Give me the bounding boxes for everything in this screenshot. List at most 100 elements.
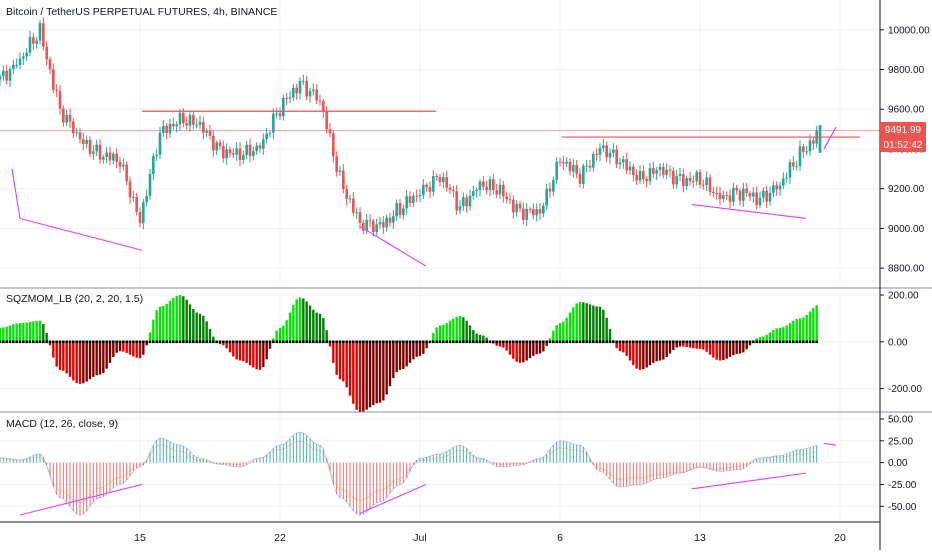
- macd-histogram-bar: [139, 462, 141, 467]
- momentum-bar: [242, 341, 245, 362]
- candle-body: [672, 170, 675, 185]
- candle-body: [668, 169, 672, 171]
- momentum-bar: [282, 325, 285, 342]
- squeeze-dot: [645, 340, 648, 344]
- candle-body: [548, 188, 552, 192]
- candle-body: [68, 114, 72, 122]
- divergence-trendline[interactable]: [19, 217, 143, 251]
- squeeze-dot: [595, 340, 598, 344]
- momentum-bar: [755, 338, 758, 342]
- divergence-trendline[interactable]: [11, 168, 21, 219]
- candle-body: [328, 129, 332, 134]
- candle-body: [125, 164, 128, 182]
- momentum-bar: [202, 315, 205, 342]
- macd-histogram-bar: [772, 456, 774, 463]
- signal-line[interactable]: [0, 440, 817, 504]
- candle-body: [122, 164, 125, 167]
- momentum-bar: [142, 341, 145, 355]
- macd-divergence-trendline[interactable]: [359, 483, 427, 514]
- squeeze-dot: [765, 340, 768, 344]
- macd-histogram-bar: [22, 459, 24, 463]
- momentum-bar: [568, 312, 572, 342]
- momentum-bar: [705, 341, 708, 352]
- macd-line[interactable]: [0, 431, 817, 516]
- candle-body: [52, 69, 55, 90]
- macd-histogram-bar: [172, 443, 174, 463]
- candle-body: [208, 131, 212, 136]
- candle-body: [372, 220, 375, 232]
- divergence-trendline[interactable]: [359, 225, 427, 267]
- candle-body: [105, 152, 108, 157]
- y-tick-label: 10000.00: [888, 25, 930, 36]
- squeeze-dot: [502, 340, 505, 344]
- squeeze-dot: [82, 340, 85, 344]
- macd-histogram-bar: [606, 462, 608, 476]
- candle-body: [808, 140, 812, 152]
- momentum-bar: [738, 341, 742, 354]
- macd-histogram-bar: [756, 459, 758, 463]
- momentum-bar: [748, 341, 752, 346]
- candle-body: [382, 222, 385, 228]
- macd-histogram-bar: [249, 462, 251, 464]
- squeeze-dot: [55, 340, 58, 344]
- divergence-trendline[interactable]: [823, 126, 837, 150]
- squeeze-dot: [518, 340, 522, 344]
- macd-divergence-trendline[interactable]: [823, 442, 837, 446]
- squeeze-dot: [685, 340, 688, 344]
- momentum-bar: [385, 341, 388, 395]
- macd-histogram-bar: [342, 462, 344, 499]
- squeeze-momentum-pane[interactable]: [0, 295, 818, 412]
- macd-histogram-bar: [446, 451, 448, 463]
- macd-histogram-bar: [526, 462, 528, 464]
- macd-divergence-trendline[interactable]: [691, 472, 807, 490]
- y-tick-label: 0.00: [888, 458, 908, 469]
- pane-separators[interactable]: [0, 287, 932, 413]
- squeeze-dot: [472, 340, 475, 344]
- squeeze-dot: [2, 340, 5, 344]
- squeeze-dot: [285, 340, 288, 344]
- candle-body: [262, 139, 265, 149]
- candle-body: [35, 40, 38, 44]
- squeeze-dot: [715, 340, 718, 344]
- y-tick-label: 9800.00: [888, 65, 925, 76]
- macd-histogram-bar: [122, 462, 124, 484]
- candle-body: [638, 170, 642, 181]
- candle-body: [318, 100, 322, 102]
- time-axis[interactable]: 15 22 Jul 6 13 20: [0, 521, 880, 544]
- divergence-trendline[interactable]: [691, 204, 807, 220]
- sqz-indicator-label[interactable]: SQZMOM_LB (20, 2, 20, 1.5): [6, 293, 143, 305]
- macd-indicator-label[interactable]: MACD (12, 26, close, 9): [6, 418, 118, 430]
- candle-body: [85, 139, 88, 144]
- candle-body: [805, 151, 808, 153]
- price-pane[interactable]: [0, 17, 880, 267]
- macd-pane[interactable]: [0, 431, 837, 516]
- candle-body: [285, 97, 288, 99]
- y-tick-label: -25.00: [888, 480, 917, 491]
- squeeze-dot: [222, 340, 225, 344]
- squeeze-dot: [762, 340, 765, 344]
- momentum-bar: [98, 341, 102, 375]
- momentum-bar: [595, 306, 598, 342]
- macd-histogram-bar: [76, 462, 78, 514]
- candle-body: [532, 209, 535, 216]
- candle-body: [415, 195, 418, 197]
- squeeze-dot: [468, 340, 472, 344]
- price-axis[interactable]: 10000.009800.009600.009400.009200.009000…: [879, 0, 930, 550]
- macd-histogram-bar: [246, 462, 248, 465]
- candle-body: [102, 156, 105, 160]
- macd-histogram-bar: [519, 462, 521, 466]
- squeeze-dot: [35, 340, 38, 344]
- candle-body: [145, 195, 148, 203]
- candle-body: [785, 177, 788, 179]
- candle-body: [615, 149, 618, 165]
- macd-histogram-bar: [62, 462, 64, 499]
- macd-divergence-trendline[interactable]: [19, 483, 143, 516]
- candle-body: [118, 161, 122, 167]
- macd-histogram-bar: [402, 462, 404, 483]
- candle-body: [48, 59, 52, 70]
- momentum-bar: [472, 330, 475, 342]
- macd-histogram-bar: [672, 462, 674, 475]
- momentum-bar: [698, 341, 702, 349]
